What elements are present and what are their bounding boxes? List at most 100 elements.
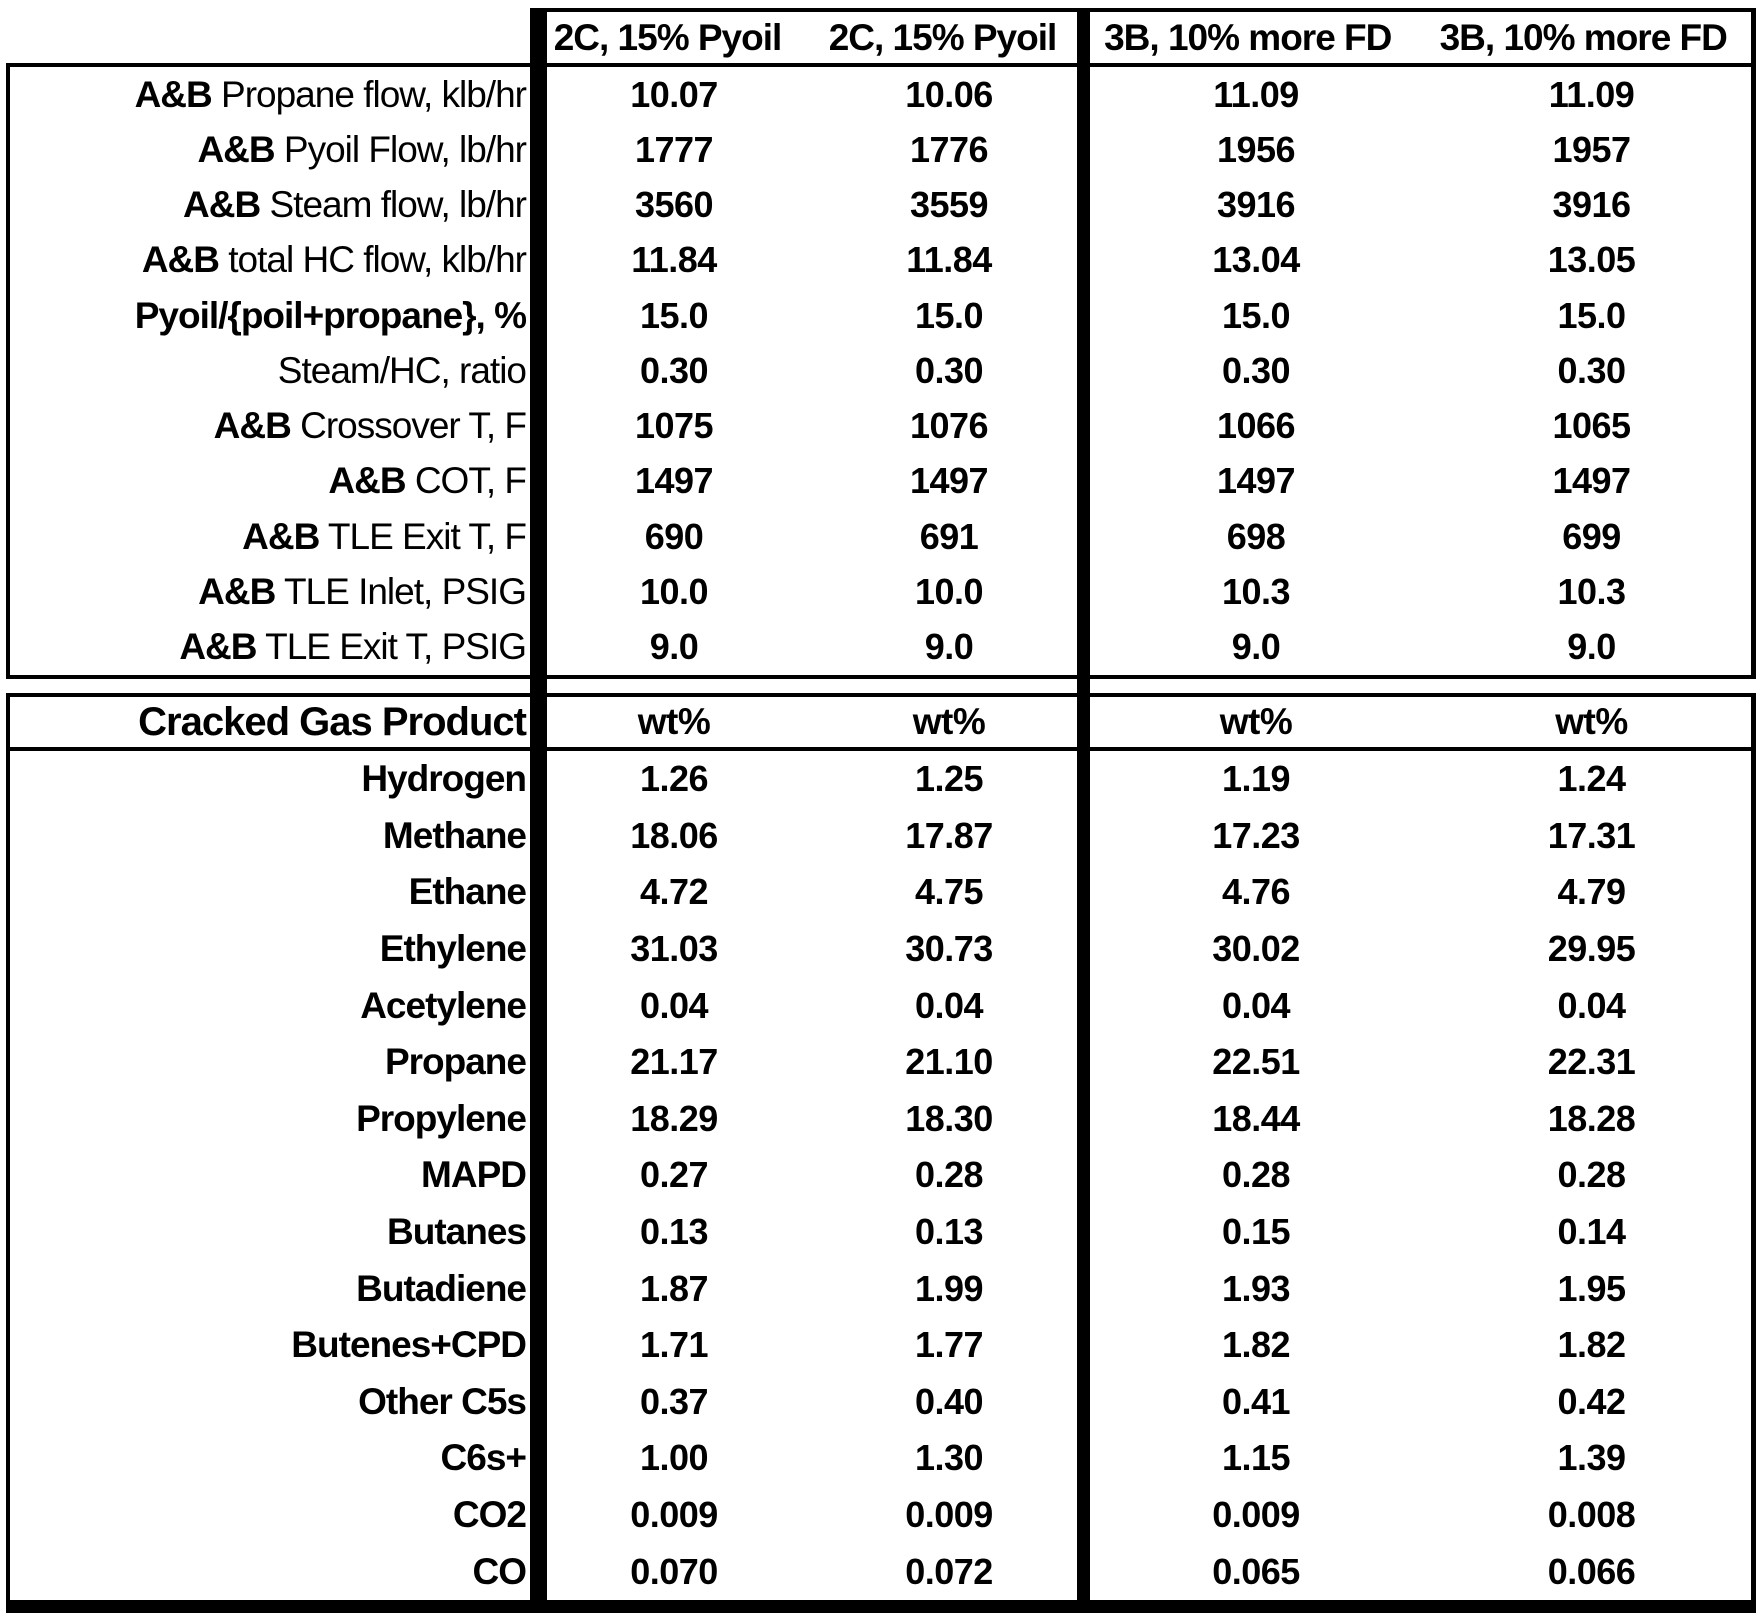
table-row: MAPD 0.27 0.28 0.28 0.28 (10, 1147, 1751, 1204)
value-cell: 1497 (1552, 460, 1631, 502)
table-row: Propylene 18.29 18.30 18.44 18.28 (10, 1091, 1751, 1148)
value-cell: 1.71 (639, 1324, 709, 1366)
table-row: Propane 21.17 21.10 22.51 22.31 (10, 1034, 1751, 1091)
table-row: A&B COT, F 1497 1497 1497 1497 (10, 454, 1751, 509)
row-label-rest: Pyoil Flow, lb/hr (274, 128, 527, 170)
column-group-2c-15pct-pyoil: 2C, 15% Pyoil 2C, 15% Pyoil (530, 12, 1080, 63)
value-cell: 0.15 (1221, 1211, 1291, 1253)
row-label: Acetylene (10, 985, 530, 1027)
row-label: A&B COT, F (10, 460, 530, 502)
row-label-rest: TLE Exit T, PSIG (256, 626, 527, 668)
value-cell: 0.28 (1221, 1154, 1291, 1196)
table-row: C6s+ 1.00 1.30 1.15 1.39 (10, 1430, 1751, 1487)
table-row: A&B Steam flow, lb/hr 3560 3559 3916 3916 (10, 178, 1751, 233)
unit-cell: wt% (1555, 701, 1628, 742)
value-cell: 1.95 (1557, 1267, 1626, 1309)
row-label: A&B Pyoil Flow, lb/hr (10, 129, 530, 171)
row-label-bold: A&B (198, 571, 276, 613)
value-cell: 18.44 (1212, 1097, 1300, 1139)
value-cell: 0.28 (1557, 1154, 1626, 1196)
value-cell: 0.04 (1221, 984, 1291, 1026)
table-row: Ethane 4.72 4.75 4.76 4.79 (10, 864, 1751, 921)
table-row: Ethylene 31.03 30.73 30.02 29.95 (10, 921, 1751, 978)
row-label-text: Butenes+CPD (291, 1324, 527, 1366)
value-cell: 0.28 (914, 1154, 984, 1196)
value-cell: 15.0 (1557, 294, 1626, 336)
value-cell: 1.99 (914, 1267, 984, 1309)
table-row: A&B TLE Exit T, F 690 691 698 699 (10, 509, 1751, 564)
column-header-row: 2C, 15% Pyoil 2C, 15% Pyoil 3B, 10% more… (530, 8, 1756, 63)
value-cell: 21.10 (905, 1041, 993, 1083)
row-label-text: C6s+ (440, 1437, 527, 1479)
value-cell: 0.30 (639, 349, 709, 391)
label-column-divider (530, 8, 547, 1613)
value-cell: 4.76 (1221, 871, 1291, 913)
row-label: CO2 (10, 1494, 530, 1536)
row-label-rest: TLE Exit T, F (319, 515, 527, 557)
value-cell: 1.39 (1557, 1437, 1626, 1479)
value-cell: 0.04 (914, 984, 984, 1026)
row-label: Propane (10, 1041, 530, 1083)
value-cell: 0.008 (1547, 1494, 1636, 1536)
value-cell: 0.009 (1212, 1494, 1300, 1536)
table-row: Pyoil/{poil+propane}, % 15.0 15.0 15.0 15.0 (10, 288, 1751, 343)
row-label-bold: Pyoil/{poil+propane}, % (134, 294, 527, 336)
row-label-text: Hydrogen (361, 758, 527, 800)
value-cell: 11.84 (631, 239, 717, 281)
table-row: A&B TLE Inlet, PSIG 10.0 10.0 10.3 10.3 (10, 564, 1751, 619)
cracked-gas-rows: Hydrogen 1.26 1.25 1.19 1.24 Methane 18.06 17.8… (10, 751, 1751, 1600)
row-label: Hydrogen (10, 758, 530, 800)
row-label-bold: A&B (134, 73, 213, 115)
row-label: MAPD (10, 1154, 530, 1196)
value-cell: 0.070 (630, 1550, 718, 1592)
value-cell: 0.065 (1212, 1550, 1300, 1592)
unit-cell: wt% (1219, 701, 1293, 742)
table-row: CO2 0.009 0.009 0.009 0.008 (10, 1487, 1751, 1544)
row-label-text: CO (472, 1550, 527, 1592)
value-cell: 18.30 (905, 1097, 993, 1139)
table-row: A&B Propane flow, klb/hr 10.07 10.06 11.09 1… (10, 67, 1751, 122)
row-label: Ethane (10, 871, 530, 913)
table-row: Butanes 0.13 0.13 0.15 0.14 (10, 1204, 1751, 1261)
value-cell: 0.04 (1557, 984, 1626, 1026)
value-cell: 1956 (1216, 128, 1296, 170)
value-cell: 1.15 (1221, 1437, 1291, 1479)
value-cell: 29.95 (1547, 928, 1636, 970)
row-label: Other C5s (10, 1381, 530, 1423)
row-label: A&B TLE Inlet, PSIG (10, 571, 530, 613)
row-label-bold: A&B (197, 128, 275, 170)
table-row: A&B Pyoil Flow, lb/hr 1777 1776 1956 1957 (10, 122, 1751, 177)
process-conditions-rows: A&B Propane flow, klb/hr 10.07 10.06 11.09 1… (10, 67, 1751, 675)
value-cell: 30.02 (1212, 928, 1300, 970)
value-cell: 1497 (634, 460, 714, 502)
value-cell: 0.30 (1557, 349, 1626, 391)
cracked-gas-product-table: Cracked Gas Product wt% wt% wt% wt% Hydr… (6, 693, 1756, 1613)
row-label-bold: A&B (183, 184, 261, 226)
table-row: A&B Crossover T, F 1075 1076 1066 1065 (10, 399, 1751, 454)
value-cell: 18.06 (630, 814, 718, 856)
table-row: A&B TLE Exit T, PSIG 9.0 9.0 9.0 9.0 (10, 620, 1751, 675)
row-label: Steam/HC, ratio (10, 350, 530, 392)
table-row: Acetylene 0.04 0.04 0.04 0.04 (10, 977, 1751, 1034)
value-cell: 0.13 (914, 1211, 984, 1253)
column-header-label: 3B, 10% more FD (1439, 16, 1728, 58)
value-cell: 15.0 (639, 294, 709, 336)
value-cell: 13.05 (1547, 239, 1636, 281)
value-cell: 0.072 (905, 1550, 993, 1592)
value-cell: 22.31 (1547, 1041, 1636, 1083)
value-cell: 21.17 (630, 1041, 718, 1083)
value-cell: 0.30 (1221, 349, 1291, 391)
row-label: A&B Steam flow, lb/hr (10, 184, 530, 226)
value-cell: 3916 (1552, 184, 1631, 226)
section-title: Cracked Gas Product (10, 700, 530, 745)
value-cell: 0.40 (914, 1380, 984, 1422)
value-cell: 690 (644, 515, 704, 557)
row-label: Butadiene (10, 1268, 530, 1310)
cracked-gas-header-row: Cracked Gas Product wt% wt% wt% wt% (10, 697, 1751, 751)
value-cell: 1497 (909, 460, 989, 502)
value-cell: 0.37 (639, 1380, 709, 1422)
row-label: A&B TLE Exit T, PSIG (10, 626, 530, 668)
row-label-bold: A&B (213, 405, 292, 447)
value-cell: 22.51 (1212, 1041, 1300, 1083)
row-label-text: Propylene (356, 1097, 527, 1139)
